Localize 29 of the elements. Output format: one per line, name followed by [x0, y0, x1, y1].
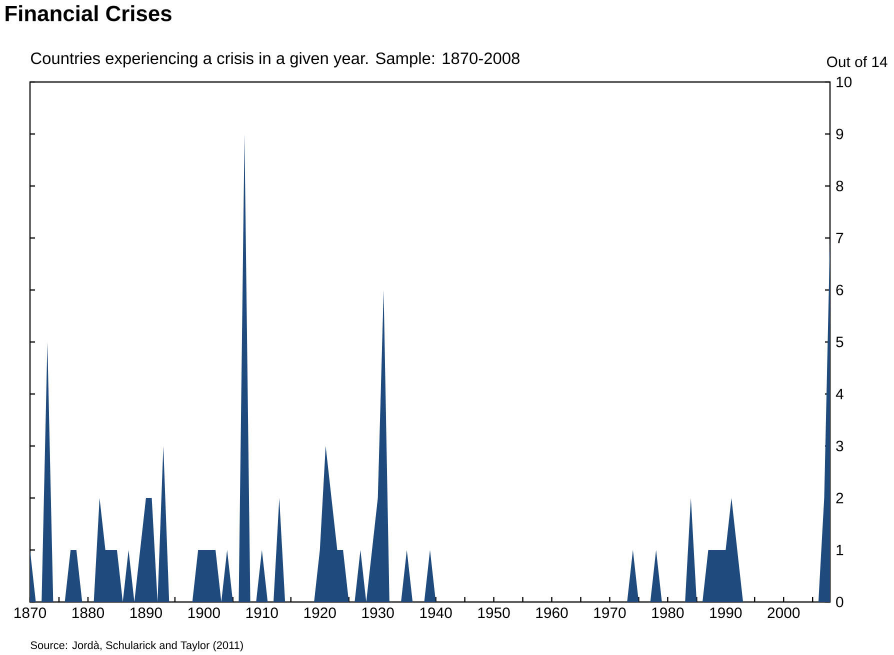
chart-title: Financial Crises — [6, 5, 172, 22]
x-tick-label: 1880 — [72, 608, 104, 618]
x-tick-label: 1900 — [188, 608, 220, 618]
x-tick-label: 1950 — [478, 608, 510, 618]
y-tick-label: 2 — [836, 492, 844, 504]
x-tick-label: 1940 — [420, 608, 452, 618]
x-tick-label: 1960 — [536, 608, 568, 618]
x-tick-label: 1890 — [130, 608, 162, 618]
x-tick-label: 1980 — [652, 608, 684, 618]
y-tick-label: 8 — [836, 180, 844, 192]
y-tick-label: 5 — [836, 336, 844, 348]
y-tick-label: 6 — [836, 284, 844, 296]
y-tick-label: 3 — [836, 440, 844, 452]
x-tick-label: 1870 — [14, 608, 46, 618]
x-tick-label: 1970 — [594, 608, 626, 618]
y-tick-label: 10 — [836, 76, 852, 88]
x-tick-label: 1930 — [362, 608, 394, 618]
y-tick-label: 0 — [836, 596, 844, 608]
y-tick-label: 4 — [836, 388, 844, 400]
x-tick-label: 2000 — [768, 608, 800, 618]
chart-subtitle: Countries experiencing a crisis in a given year. Sample: 1870-2008 — [31, 52, 520, 68]
source-note: Source: Jordà, Schularick and Taylor (2011) — [30, 640, 243, 652]
x-tick-label: 1910 — [246, 608, 278, 618]
x-tick-label: 1920 — [304, 608, 336, 618]
y-tick-label: 9 — [836, 128, 844, 140]
y-tick-label: 7 — [836, 232, 844, 244]
x-tick-label: 1990 — [710, 608, 742, 618]
y-tick-label: 1 — [836, 544, 844, 556]
y-axis-title: Out of 14 — [827, 56, 888, 68]
